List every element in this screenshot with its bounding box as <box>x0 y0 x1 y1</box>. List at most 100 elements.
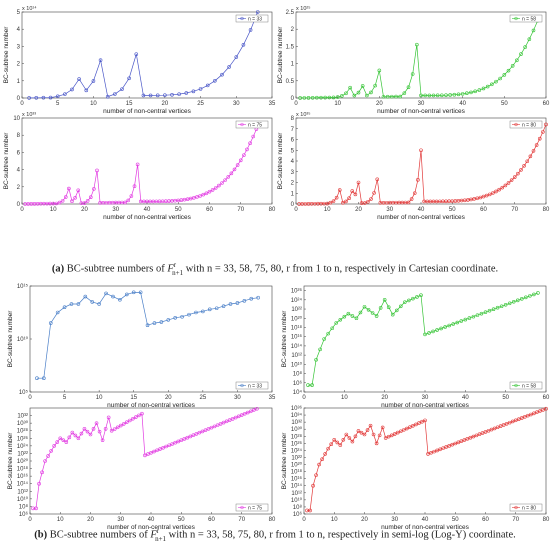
data-point <box>423 332 427 337</box>
x-tick-label: 70 <box>238 517 245 523</box>
data-point <box>226 175 231 179</box>
data-point <box>415 295 419 299</box>
y-tick-label: 10⁴ <box>293 389 303 396</box>
y-axis-label: BC-subtree number <box>281 310 288 368</box>
series-line <box>307 408 547 511</box>
x-tick-label: 60 <box>543 101 550 107</box>
data-point <box>213 186 218 190</box>
x-tick-label: 20 <box>165 395 172 401</box>
x-tick-label: 10 <box>331 517 338 523</box>
data-point <box>173 315 177 320</box>
data-point <box>331 199 336 203</box>
data-point <box>507 420 512 425</box>
series-line <box>308 292 539 386</box>
data-point <box>63 92 67 96</box>
y-tick-label: 1 <box>17 79 21 85</box>
data-point <box>85 199 90 203</box>
data-point <box>350 439 355 444</box>
data-point <box>487 308 492 313</box>
data-point <box>494 189 498 194</box>
data-point <box>149 451 153 455</box>
caption-b: (b) BC-subtree numbers of Frn+1 with n =… <box>34 527 516 543</box>
plot-frame <box>21 11 273 99</box>
y-tick-label: 10¹⁶ <box>291 476 303 483</box>
data-point <box>414 422 418 427</box>
caption-a: (a) BC-subtree numbers of Frn+1 with n =… <box>51 261 499 277</box>
data-point <box>201 309 205 314</box>
data-point <box>435 328 439 332</box>
legend-label: n = 58 <box>522 383 536 389</box>
data-point <box>483 430 488 434</box>
data-point <box>347 196 351 200</box>
y-tick-label: 6 <box>291 138 295 144</box>
data-point <box>405 426 409 431</box>
x-tick-label: 30 <box>422 395 429 401</box>
data-point <box>35 376 39 381</box>
y-tick-label: 10⁵ <box>19 389 29 396</box>
data-point <box>57 200 62 205</box>
legend-marker <box>240 383 244 388</box>
data-point <box>131 416 135 421</box>
data-point <box>419 148 423 153</box>
y-tick-label: 0 <box>17 96 21 102</box>
data-point <box>360 84 365 88</box>
data-point <box>249 409 253 414</box>
data-point <box>403 300 407 304</box>
data-point <box>485 84 490 89</box>
data-point <box>249 296 254 301</box>
data-point <box>220 72 224 77</box>
chart-panel-7: 0 10 20 30 40 50 60 70 8010⁶10⁸10¹⁰10¹²10¹⁴10¹⁶1… <box>7 406 276 531</box>
data-point <box>115 425 120 430</box>
y-tick-label: 10²⁰ <box>17 458 29 465</box>
data-point <box>195 195 199 199</box>
data-point <box>507 301 512 306</box>
y-tick-label: 10²² <box>291 455 302 461</box>
data-point <box>415 42 419 47</box>
data-point <box>440 93 444 98</box>
legend-label: n = 58 <box>522 16 536 22</box>
data-point <box>83 294 88 299</box>
data-point <box>166 318 171 322</box>
data-point <box>242 411 247 416</box>
x-tick-label: 20 <box>355 207 362 213</box>
y-tick-label: 10¹⁸ <box>17 466 29 473</box>
series-line <box>299 124 547 205</box>
data-point <box>197 430 202 435</box>
x-tick-label: 30 <box>234 395 241 401</box>
data-point <box>340 94 344 98</box>
data-point <box>519 416 524 420</box>
y-tick-label: 4 <box>17 27 21 33</box>
x-tick-label: 60 <box>543 395 550 401</box>
x-tick-label: 20 <box>162 101 169 107</box>
data-point <box>359 430 364 435</box>
data-point <box>492 426 497 431</box>
y-tick-label: 10¹² <box>17 489 28 495</box>
data-point <box>402 428 406 432</box>
data-point <box>369 197 373 201</box>
data-point <box>468 435 473 440</box>
data-point <box>127 76 131 81</box>
x-axis-label: number of non-central vertices <box>377 214 466 221</box>
data-point <box>134 415 138 419</box>
data-point <box>242 153 246 157</box>
series-line <box>36 292 259 379</box>
data-point <box>167 443 171 448</box>
data-point <box>527 37 532 42</box>
y-exponent-label: x 10²⁵ <box>296 5 311 12</box>
data-point <box>41 95 46 100</box>
legend-marker <box>240 122 244 127</box>
x-tick-label: 60 <box>482 517 489 523</box>
data-point <box>487 192 492 197</box>
data-point <box>235 301 240 305</box>
y-tick-label: 10⁶ <box>293 380 303 387</box>
x-axis-label: number of non-central vertices <box>107 524 196 531</box>
data-point <box>302 96 307 100</box>
x-tick-label: 20 <box>376 101 383 107</box>
data-point <box>314 357 318 362</box>
data-point <box>238 158 243 163</box>
data-point <box>194 432 199 436</box>
data-point <box>469 90 473 95</box>
data-point <box>406 85 411 90</box>
data-point <box>497 187 501 192</box>
x-tick-label: 10 <box>324 207 331 213</box>
